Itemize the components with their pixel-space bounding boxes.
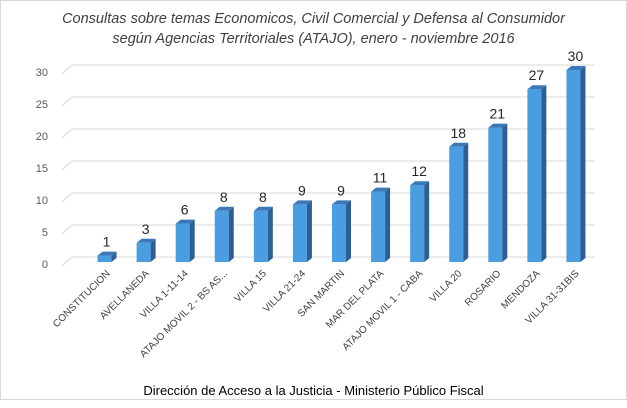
bar-side: [306, 200, 312, 262]
bar-side: [346, 200, 351, 262]
gridline-diagonal: [61, 96, 73, 107]
x-category-label: VILLA 20: [428, 268, 465, 305]
y-tick-label: 10: [36, 195, 48, 207]
bar: [136, 242, 151, 262]
y-tick-label: 5: [42, 227, 48, 239]
bar-side: [111, 251, 117, 262]
gridline-diagonal: [61, 224, 73, 235]
y-tick-label: 25: [36, 99, 48, 111]
chart-footer: Dirección de Acceso a la Justicia - Mini…: [143, 383, 484, 398]
gridline-diagonal: [61, 160, 73, 171]
y-tick-label: 15: [36, 163, 48, 175]
bar-side: [424, 181, 430, 262]
bar-top: [97, 251, 117, 256]
bar-top: [566, 66, 586, 70]
bar-top: [214, 206, 234, 211]
bar: [292, 204, 307, 262]
bar-side: [463, 142, 469, 262]
chart-title: Consultas sobre temas Economicos, Civil …: [62, 11, 565, 27]
bar-top: [410, 181, 430, 186]
data-label: 1: [103, 234, 111, 250]
bar: [97, 255, 112, 262]
bar-top: [175, 219, 195, 224]
data-label: 9: [298, 182, 306, 198]
bar-side: [189, 219, 195, 262]
bar-side: [150, 238, 156, 262]
data-label: 3: [142, 221, 150, 237]
bar-top: [332, 200, 351, 205]
bar: [410, 185, 425, 262]
bar-top: [449, 142, 469, 147]
data-label: 18: [450, 125, 466, 141]
bar-top: [292, 200, 312, 205]
y-tick-label: 0: [42, 259, 48, 271]
bar: [488, 127, 503, 262]
y-tick-label: 20: [36, 131, 48, 143]
y-tick-label: 30: [36, 67, 48, 79]
bar: [527, 89, 542, 262]
bar-top: [527, 85, 547, 90]
bar-top: [488, 123, 508, 128]
gridline-diagonal: [61, 256, 73, 267]
bar: [332, 204, 346, 262]
x-category-label: ROSARIO: [463, 268, 504, 309]
data-label: 8: [259, 189, 267, 205]
x-category-label: VILLA 15: [232, 268, 269, 305]
bar-side: [267, 206, 273, 262]
data-label: 27: [529, 67, 545, 83]
bar: [449, 146, 464, 262]
bar: [371, 191, 386, 262]
bar-top: [371, 187, 391, 192]
bar: [214, 210, 229, 262]
gridline-diagonal: [61, 64, 73, 75]
bar-side: [502, 123, 508, 262]
data-label: 8: [220, 189, 228, 205]
bar: [566, 70, 581, 262]
chart-subtitle: según Agencias Territoriales (ATAJO), en…: [112, 31, 515, 47]
data-label: 9: [337, 182, 345, 198]
bar-side: [580, 66, 586, 262]
gridline-diagonal: [61, 192, 73, 203]
gridline-diagonal: [61, 128, 73, 139]
bar: [175, 223, 190, 262]
data-label: 12: [411, 163, 427, 179]
x-category-label: ATAJO MOVIL 1 - CABA: [341, 268, 426, 353]
bar-side: [228, 206, 234, 262]
bar-top: [136, 238, 156, 243]
data-label: 11: [373, 170, 388, 186]
bar: [253, 210, 268, 262]
bar-side: [385, 187, 391, 262]
bar-top: [253, 206, 273, 211]
bar-side: [541, 85, 547, 262]
data-label: 6: [181, 202, 189, 218]
data-label: 21: [490, 106, 506, 122]
data-label: 30: [568, 48, 584, 64]
